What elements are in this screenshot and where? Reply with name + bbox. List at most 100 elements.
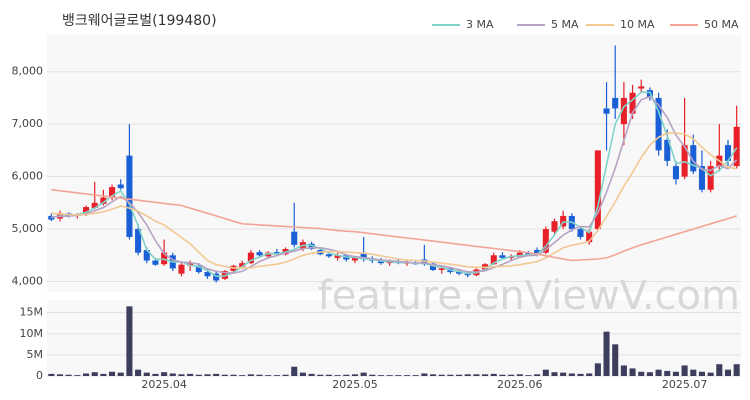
volume-bar [221, 374, 228, 376]
candle-body [629, 92, 636, 114]
candle-body [256, 252, 263, 256]
volume-bar [334, 375, 341, 376]
volume-bar [74, 375, 81, 376]
candle-body [430, 263, 437, 270]
volume-bar [681, 365, 688, 376]
candle-body [698, 166, 705, 190]
candle-body [681, 145, 688, 177]
candle-body [620, 97, 627, 125]
volume-bar [560, 372, 567, 376]
candle-body [83, 207, 90, 215]
volume-bar [247, 374, 254, 376]
volume-bar [395, 375, 402, 376]
volume-bar [525, 375, 532, 376]
volume-bar [577, 373, 584, 376]
candle-body [360, 252, 367, 260]
volume-bar [135, 369, 142, 376]
candle-body [672, 166, 679, 180]
candle-body [534, 250, 541, 255]
volume-bar [187, 373, 194, 376]
candle-body [638, 86, 645, 89]
volume-bar [325, 374, 332, 376]
candle-body [490, 255, 497, 265]
y-tick-label: 5,000 [12, 222, 44, 235]
volume-bar [265, 375, 272, 376]
candle-body [273, 252, 280, 255]
volume-bar [360, 372, 367, 376]
candle-body [265, 252, 272, 257]
candle-body [48, 215, 55, 220]
candle-body [733, 126, 740, 167]
volume-bar [91, 372, 98, 376]
candle-body [308, 243, 315, 249]
volume-bar [568, 373, 575, 376]
volume-bar [109, 371, 116, 376]
volume-bar [161, 372, 168, 376]
candle-body [247, 252, 254, 264]
volume-bar [343, 374, 350, 376]
watermark: feature.enViewV.com [318, 273, 740, 319]
chart-title: 뱅크웨어글로벌(199480) [62, 13, 217, 29]
volume-bar [421, 373, 428, 376]
candle-body [117, 184, 124, 189]
candle-body [612, 97, 619, 109]
volume-bar [403, 375, 411, 376]
candle-body [334, 255, 341, 258]
y-tick-label: 4,000 [12, 275, 44, 288]
candle-body [135, 229, 142, 253]
candle-body [577, 229, 584, 237]
volume-bar [152, 373, 159, 376]
volume-bar [239, 375, 246, 376]
volume-bar [534, 374, 541, 376]
candle-body [152, 260, 159, 265]
candle-body [438, 268, 445, 270]
volume-bar [672, 371, 679, 376]
y-tick-label: 6,000 [12, 170, 44, 183]
y-tick-label: 7,000 [12, 117, 44, 130]
volume-bar [646, 372, 653, 376]
volume-bar [456, 374, 463, 376]
volume-bar [724, 369, 732, 376]
volume-bar [273, 375, 280, 376]
volume-bar [551, 372, 558, 376]
volume-bar [291, 366, 298, 376]
candle-body [221, 271, 228, 279]
volume-bar [169, 373, 176, 376]
volume-bar [447, 374, 454, 376]
volume-bar [178, 374, 185, 376]
candle-body [187, 263, 194, 266]
volume-bar [698, 371, 705, 376]
volume-bar [655, 369, 662, 376]
volume-bar [143, 372, 150, 376]
volume-bar [542, 369, 549, 376]
candle-body [464, 273, 471, 276]
volume-bar [438, 374, 445, 376]
candle-body [109, 187, 116, 198]
volume-bar [126, 306, 133, 376]
volume-bar [256, 374, 263, 376]
volume-bar [65, 374, 72, 376]
volume-bar [690, 369, 697, 376]
legend-label: 3 MA [466, 18, 494, 31]
volume-bar [707, 372, 714, 376]
volume-bar [377, 375, 385, 376]
candle-body [499, 255, 506, 258]
volume-bar [516, 374, 523, 376]
candle-body [560, 215, 567, 227]
volume-bar [412, 375, 419, 376]
x-tick-label: 2025.06 [497, 378, 543, 391]
volume-bar [482, 374, 489, 376]
volume-bar [638, 371, 645, 376]
legend-label: 50 MA [704, 18, 739, 31]
volume-bar [117, 372, 124, 376]
candle-body [91, 202, 98, 209]
candle-body [178, 264, 185, 274]
x-tick-label: 2025.07 [662, 378, 708, 391]
volume-bar [733, 364, 740, 376]
ma-line [51, 188, 737, 262]
y-tick-label: 8,000 [12, 65, 44, 78]
y-tick-label: 15M [20, 306, 44, 319]
candle-body [239, 263, 246, 267]
candle-body [551, 221, 558, 232]
